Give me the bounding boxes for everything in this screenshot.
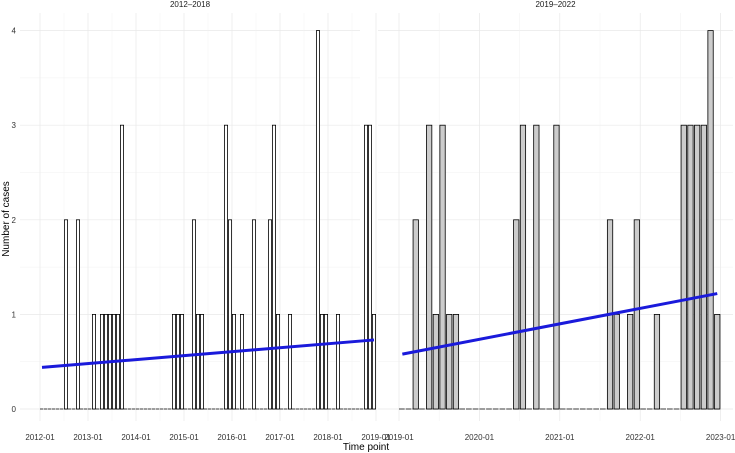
panel-2: 2019–2022 2019-01 2020-01 2021-01 2022-01 202…: [378, 0, 735, 442]
x-axis-title: Time point: [343, 442, 390, 453]
bar-2015-11: [223, 124, 228, 410]
bar-2015-05: [199, 313, 204, 410]
bar-2018-03: [335, 313, 340, 410]
bar-2012-10: [76, 219, 81, 410]
bar-2022-11: [707, 30, 714, 410]
bar-2022-10: [700, 124, 707, 410]
bar-2012-07: [64, 219, 69, 410]
x-tick-label: 2015-01: [169, 433, 199, 442]
panel-title: 2012–2018: [170, 0, 211, 9]
bar-2017-12: [323, 313, 328, 410]
bar-2015-04: [195, 313, 200, 410]
trend-line: [41, 338, 375, 369]
bar-2016-03: [239, 313, 244, 410]
bar-2020-12: [553, 124, 560, 410]
x-tick-label: 2012-01: [25, 433, 55, 442]
bar-2016-06: [251, 219, 256, 410]
bar-2016-12: [275, 313, 280, 410]
bar-2018-11: [367, 124, 372, 410]
bar-2019-05: [426, 124, 433, 410]
bar-2022-09: [694, 124, 701, 410]
bar-2017-11: [319, 313, 324, 410]
bar-2020-06: [513, 219, 520, 410]
x-tick-label: 2023-01: [706, 433, 735, 442]
x-tick-label: 2014-01: [121, 433, 151, 442]
bar-2019-06: [432, 313, 439, 410]
bar-2013-09: [120, 124, 125, 410]
bar-2018-10: [363, 124, 368, 410]
bar-2015-12: [227, 219, 232, 410]
y-tick-label: 1: [12, 310, 17, 319]
y-tick-label: 3: [12, 121, 17, 130]
bar-2014-10: [171, 313, 176, 410]
x-tick-label: 2020-01: [465, 433, 495, 442]
bar-2015-03: [191, 219, 196, 410]
trend-line: [402, 292, 718, 356]
y-tick-label: 2: [12, 216, 17, 225]
x-tick-label: 2019-01: [384, 433, 414, 442]
bar-2020-09: [533, 124, 540, 410]
bar-2016-11: [271, 124, 276, 410]
y-tick-label: 0: [12, 405, 17, 414]
bar-2014-12: [179, 313, 184, 410]
bar-2019-09: [452, 313, 460, 410]
x-tick-label: 2013-01: [73, 433, 103, 442]
bar-2021-09: [613, 313, 620, 410]
bar-2022-07: [680, 124, 687, 410]
bar-2019-08: [446, 313, 453, 410]
panel-title: 2019–2022: [535, 0, 576, 9]
bar-2022-12: [714, 313, 721, 410]
bar-2020-07: [519, 124, 527, 410]
bar-2014-11: [175, 313, 180, 410]
bar-2019-07: [439, 124, 446, 410]
x-tick-label: 2019-01: [361, 433, 391, 442]
x-tick-label: 2021-01: [545, 433, 575, 442]
x-tick-label: 2016-01: [217, 433, 247, 442]
bar-2022-03: [653, 313, 661, 410]
bar-2021-12: [633, 219, 640, 410]
x-tick-label: 2022-01: [626, 433, 656, 442]
x-tick-label: 2018-01: [313, 433, 343, 442]
bar-2016-01: [231, 313, 236, 410]
bar-2017-03: [287, 313, 292, 410]
bar-2016-10: [267, 219, 272, 410]
bar-2017-10: [315, 30, 320, 410]
y-tick-label: 4: [12, 27, 17, 36]
y-axis-title: Number of cases: [1, 181, 12, 257]
bar-2019-03: [412, 219, 419, 410]
x-tick-label: 2017-01: [265, 433, 295, 442]
bar-2021-11: [627, 313, 634, 410]
bar-2022-08: [687, 124, 694, 410]
bar-2018-12: [371, 313, 376, 410]
